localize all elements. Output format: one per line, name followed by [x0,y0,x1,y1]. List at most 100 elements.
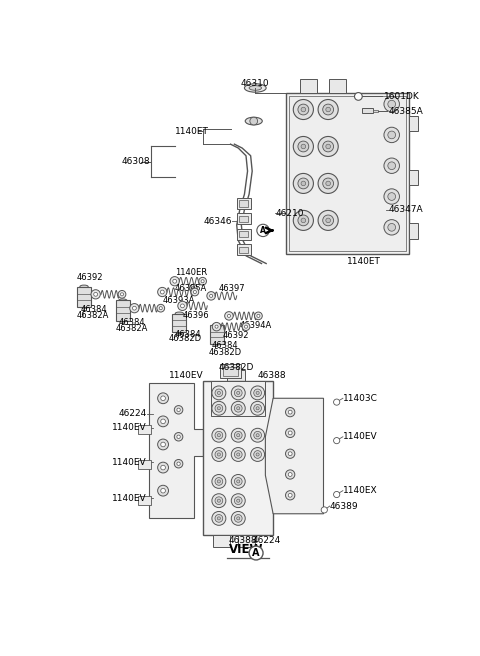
Circle shape [237,434,240,437]
Text: 11403C: 11403C [343,394,378,403]
Bar [137,496,152,505]
Ellipse shape [80,305,88,308]
Circle shape [217,517,220,520]
Text: 46384: 46384 [119,318,145,327]
Bar [409,170,418,185]
Circle shape [212,323,221,331]
Text: 46397: 46397 [219,283,245,293]
Circle shape [326,181,330,186]
Circle shape [234,514,242,522]
Bar [239,247,248,253]
Circle shape [231,474,245,488]
Text: 1140EV: 1140EV [112,494,147,503]
Circle shape [190,284,197,292]
Ellipse shape [119,319,127,322]
Text: 46393A: 46393A [162,296,195,305]
Circle shape [215,325,218,328]
Circle shape [237,453,240,456]
Text: 46388: 46388 [258,371,286,380]
Text: 46389: 46389 [330,502,359,510]
Circle shape [191,288,199,296]
Circle shape [157,393,168,403]
Polygon shape [265,398,324,514]
Circle shape [293,173,313,194]
Bar [116,300,130,321]
Circle shape [237,499,240,502]
Circle shape [298,178,309,189]
Circle shape [217,434,220,437]
Bar [289,96,406,251]
Text: A: A [260,226,266,235]
Circle shape [161,396,166,401]
Bar [227,370,245,380]
Text: 1140EV: 1140EV [169,371,204,380]
Circle shape [174,432,183,441]
Bar [239,216,248,222]
Circle shape [301,107,306,112]
Circle shape [254,405,262,412]
Circle shape [215,514,223,522]
Circle shape [174,405,183,414]
Circle shape [256,434,259,437]
Circle shape [318,100,338,119]
Text: 46210: 46210 [276,209,304,218]
Circle shape [118,291,126,298]
Text: 1140EV: 1140EV [112,458,147,466]
Circle shape [215,405,223,412]
Circle shape [215,432,223,439]
Bar [211,381,265,416]
Circle shape [217,453,220,456]
Circle shape [321,507,327,513]
Text: 46382D: 46382D [168,335,202,344]
Bar [237,213,251,224]
Circle shape [388,131,396,139]
Text: 1140EX: 1140EX [343,486,377,495]
Ellipse shape [245,117,262,125]
Circle shape [177,462,180,465]
Circle shape [388,100,396,108]
Bar [237,198,251,209]
Ellipse shape [212,323,221,327]
Circle shape [251,401,264,415]
Circle shape [298,104,309,115]
Bar [300,79,317,92]
Bar [373,110,378,112]
Text: 1140EV: 1140EV [112,423,147,432]
Bar [210,325,224,344]
Text: 46308: 46308 [122,157,151,167]
Text: 46384: 46384 [175,330,201,339]
Ellipse shape [80,285,88,288]
Circle shape [210,295,213,297]
Circle shape [384,189,399,204]
Circle shape [249,546,263,560]
Circle shape [178,301,187,310]
Circle shape [298,215,309,226]
Circle shape [159,306,162,310]
Circle shape [234,432,242,439]
Circle shape [251,428,264,442]
Text: 1140ET: 1140ET [347,257,381,266]
Circle shape [388,193,396,200]
Circle shape [217,480,220,483]
Circle shape [237,392,240,394]
Circle shape [193,291,196,293]
Bar [172,314,186,332]
Circle shape [161,465,166,470]
Circle shape [288,472,292,476]
Circle shape [212,401,226,415]
Circle shape [334,491,340,498]
Circle shape [217,392,220,394]
Text: 46394A: 46394A [240,321,272,329]
Circle shape [318,173,338,194]
Circle shape [199,277,206,285]
Text: 46382D: 46382D [209,348,242,358]
Circle shape [288,493,292,497]
Ellipse shape [175,331,183,334]
Circle shape [212,428,226,442]
Circle shape [170,277,180,286]
Circle shape [254,432,262,439]
Circle shape [384,96,399,112]
Text: 1140EV: 1140EV [343,432,377,441]
Bar [237,244,251,255]
Circle shape [288,431,292,435]
